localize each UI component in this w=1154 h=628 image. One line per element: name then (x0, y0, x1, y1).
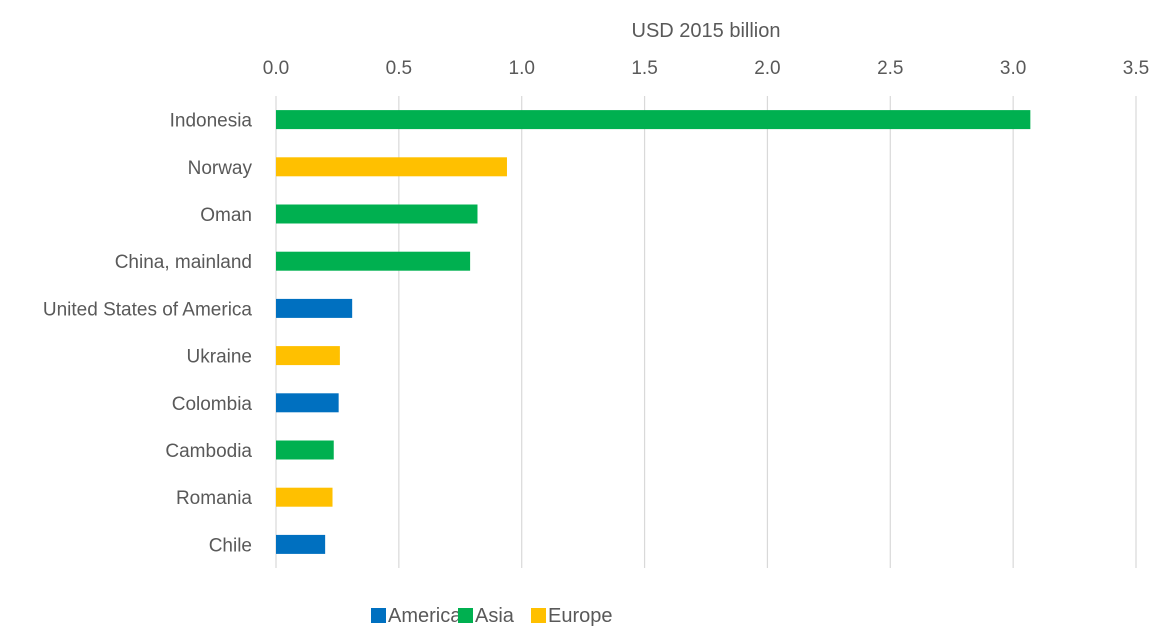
bar (276, 299, 352, 318)
bar (276, 488, 333, 507)
bar (276, 535, 325, 554)
category-label: China, mainland (115, 252, 252, 273)
legend-swatch (371, 608, 386, 623)
legend-swatch (531, 608, 546, 623)
category-label: Ukraine (187, 347, 252, 368)
bars (276, 110, 1030, 554)
category-label: United States of America (43, 299, 253, 320)
category-label: Cambodia (165, 441, 252, 462)
x-tick-label: 1.0 (509, 58, 535, 79)
category-label: Romania (176, 488, 252, 509)
bar (276, 441, 334, 460)
x-tick-label: 0.0 (263, 58, 289, 79)
x-tick-label: 2.5 (877, 58, 903, 79)
bar (276, 110, 1030, 129)
x-axis-title: USD 2015 billion (632, 20, 781, 42)
bar (276, 252, 470, 271)
x-tick-labels: 0.0 0.5 1.0 1.5 2.0 2.5 3.0 3.5 (263, 58, 1149, 79)
category-label: Norway (188, 158, 253, 179)
legend-swatch (458, 608, 473, 623)
category-label: Colombia (172, 394, 253, 415)
legend: Americas Asia Europe (371, 605, 613, 627)
category-label: Indonesia (170, 111, 253, 132)
legend-label: Europe (548, 605, 613, 627)
x-tick-label: 1.5 (631, 58, 657, 79)
x-tick-label: 2.0 (754, 58, 780, 79)
bar (276, 157, 507, 176)
bar (276, 205, 477, 224)
category-label: Oman (200, 205, 252, 226)
x-tick-label: 3.5 (1123, 58, 1149, 79)
legend-label: Asia (475, 605, 515, 627)
bar (276, 346, 340, 365)
x-tick-label: 0.5 (386, 58, 412, 79)
category-label: Chile (209, 535, 252, 556)
x-tick-label: 3.0 (1000, 58, 1026, 79)
category-labels: Indonesia Norway Oman China, mainland United… (43, 111, 253, 557)
bar (276, 393, 339, 412)
